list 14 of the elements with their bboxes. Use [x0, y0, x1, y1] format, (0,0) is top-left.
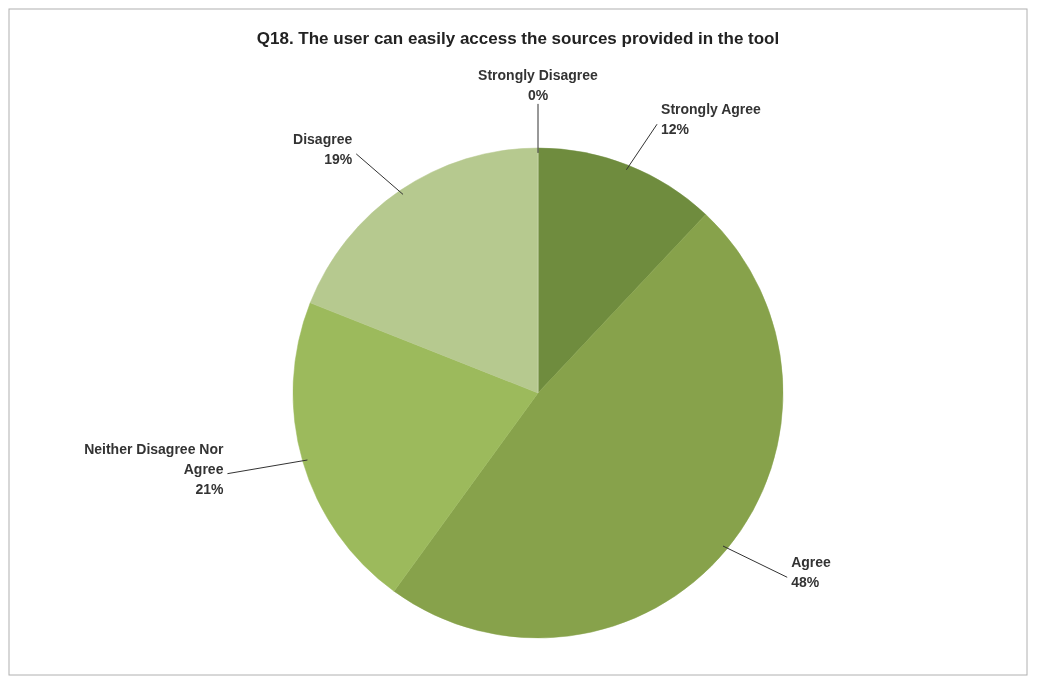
slice-label: Disagree	[293, 130, 353, 147]
pie-slice	[309, 147, 539, 394]
slice-label: Strongly Agree	[661, 101, 762, 118]
chart-title: Q18. The user can easily access the sources provided in the tool	[256, 29, 780, 48]
data-label: 19%	[324, 150, 353, 167]
data-label: 21%	[195, 480, 224, 497]
slice-label: Neither Disagree Nor Agree	[84, 440, 224, 477]
pie-slice	[292, 302, 539, 592]
slice-label: Agree	[791, 554, 832, 571]
text: 0%	[527, 86, 549, 103]
data-label: 48%	[791, 574, 820, 591]
category-label: Strongly Disagree	[478, 66, 598, 83]
data-label: 12%	[661, 121, 690, 138]
pie-slice	[393, 214, 783, 639]
